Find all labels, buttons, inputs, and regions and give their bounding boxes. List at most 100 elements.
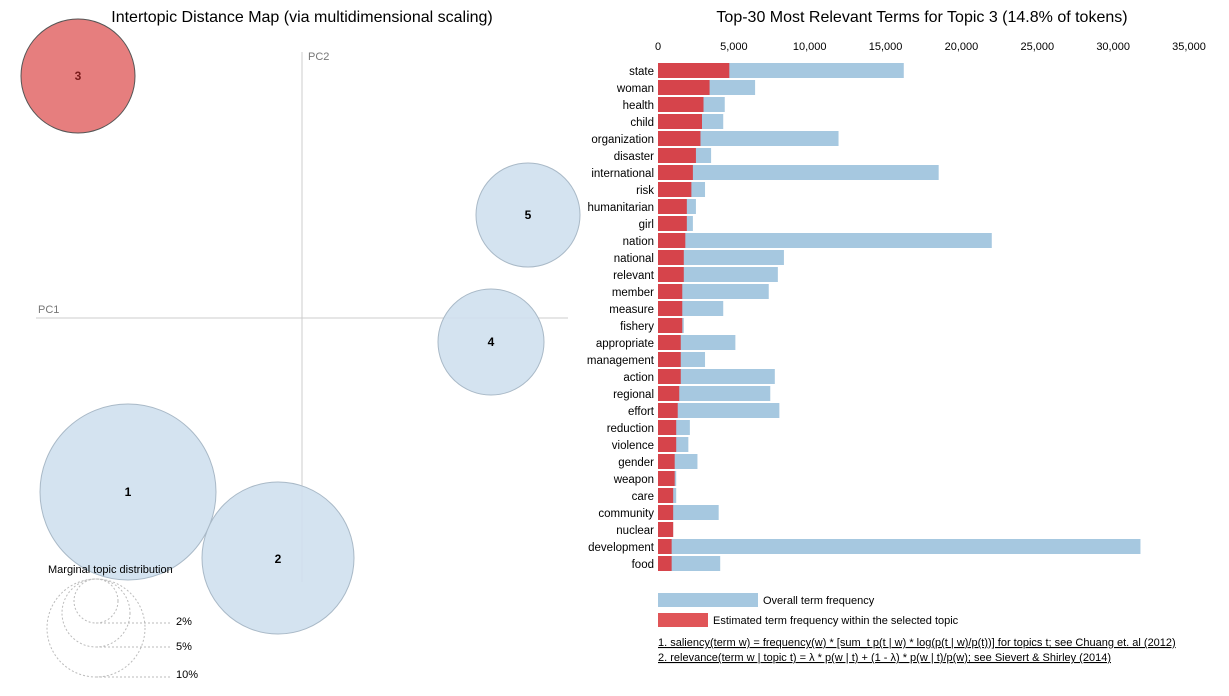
topic-frequency-bar <box>658 403 678 418</box>
topic-bubble[interactable] <box>39 403 217 581</box>
term-label[interactable]: woman <box>616 83 654 95</box>
topic-frequency-bar <box>658 352 681 367</box>
term-label[interactable]: management <box>587 355 655 367</box>
term-label[interactable]: relevant <box>613 270 655 282</box>
topic-frequency-bar <box>658 182 692 197</box>
topic-frequency-bar <box>658 556 672 571</box>
topic-frequency-bar <box>658 199 687 214</box>
saliency-note-link[interactable]: 1. saliency(term w) = frequency(w) * [su… <box>658 637 1176 649</box>
topic-frequency-bar <box>658 233 686 248</box>
topic-frequency-bar <box>658 284 683 299</box>
topic-frequency-bar <box>658 63 730 78</box>
topic-circle-5[interactable]: 5 <box>475 162 581 268</box>
topic-circle-4[interactable]: 4 <box>437 288 545 396</box>
topic-label: 5 <box>525 208 532 222</box>
term-label[interactable]: food <box>632 559 654 571</box>
topic-frequency-bar <box>658 335 681 350</box>
term-label[interactable]: development <box>588 542 655 554</box>
topic-frequency-bar <box>658 165 693 180</box>
term-label[interactable]: national <box>614 253 654 265</box>
x-tick-label: 20,000 <box>945 41 979 53</box>
x-tick-label: 35,000 <box>1172 41 1206 53</box>
topic-frequency-bar <box>658 250 684 265</box>
relevant-terms-title: Top-30 Most Relevant Terms for Topic 3 (… <box>716 9 1127 26</box>
overall-frequency-bar <box>658 267 778 282</box>
topic-frequency-bar <box>658 148 696 163</box>
x-tick-label: 25,000 <box>1020 41 1054 53</box>
term-label[interactable]: humanitarian <box>588 202 654 214</box>
relevant-terms-bar-chart: 0 5,000 10,000 15,000 20,000 25,000 30,000 35,0… <box>587 41 1206 571</box>
term-label[interactable]: risk <box>636 185 654 197</box>
overall-frequency-bar <box>658 165 939 180</box>
marginal-distribution-legend <box>46 578 172 678</box>
topic-frequency-bar <box>658 216 687 231</box>
topic-frequency-bar <box>658 522 674 537</box>
topic-bubble-selected[interactable] <box>20 18 136 134</box>
topic-frequency-bar <box>658 131 701 146</box>
relevance-note-link[interactable]: 2. relevance(term w | topic t) = λ * p(w… <box>658 652 1111 664</box>
term-label[interactable]: reduction <box>607 423 654 435</box>
topic-bubble[interactable] <box>437 288 545 396</box>
term-label[interactable]: effort <box>628 406 655 418</box>
topic-frequency-bar <box>658 471 675 486</box>
term-label[interactable]: care <box>632 491 654 503</box>
term-label[interactable]: violence <box>612 440 654 452</box>
topic-bubble[interactable] <box>201 481 355 635</box>
topic-label: 4 <box>488 335 495 349</box>
legend-swatch-overall <box>658 593 758 607</box>
marginal-circle-5pct <box>61 578 131 648</box>
topic-frequency-bar <box>658 488 674 503</box>
topic-circle-3[interactable]: 3 <box>20 18 136 134</box>
intertopic-map-title: Intertopic Distance Map (via multidimens… <box>111 9 493 26</box>
overall-frequency-bar <box>658 369 775 384</box>
marginal-circle-2pct <box>73 578 119 624</box>
topic-frequency-bar <box>658 454 675 469</box>
term-label[interactable]: appropriate <box>596 338 654 350</box>
marginal-circle-10pct <box>46 578 146 678</box>
term-label[interactable]: organization <box>591 134 654 146</box>
topic-frequency-bar <box>658 386 680 401</box>
term-label[interactable]: weapon <box>613 474 654 486</box>
term-label[interactable]: disaster <box>614 151 654 163</box>
overall-frequency-bar <box>658 556 721 571</box>
topic-bubble[interactable] <box>475 162 581 268</box>
term-label[interactable]: nuclear <box>616 525 654 537</box>
term-label[interactable]: international <box>591 168 654 180</box>
topic-circle-1[interactable]: 1 <box>39 403 217 581</box>
pc1-label: PC1 <box>38 304 59 316</box>
term-label[interactable]: fishery <box>620 321 654 333</box>
term-label[interactable]: member <box>612 287 654 299</box>
topic-frequency-bar <box>658 420 677 435</box>
overall-frequency-bar <box>658 250 784 265</box>
topic-circle-2[interactable]: 2 <box>201 481 355 635</box>
x-tick-label: 0 <box>655 41 661 53</box>
legend-swatch-estimated <box>658 613 708 627</box>
term-label[interactable]: community <box>598 508 654 520</box>
overall-frequency-bar <box>658 233 992 248</box>
marginal-distribution-title: Marginal topic distribution <box>48 564 173 576</box>
term-label[interactable]: action <box>623 372 654 384</box>
term-label[interactable]: health <box>623 100 654 112</box>
term-label[interactable]: regional <box>613 389 654 401</box>
legend-label-estimated: Estimated term frequency within the sele… <box>713 615 959 627</box>
term-label[interactable]: gender <box>618 457 654 469</box>
topic-label: 3 <box>75 69 82 83</box>
marginal-label-10pct: 10% <box>176 669 198 681</box>
topic-frequency-bar <box>658 437 677 452</box>
term-label[interactable]: nation <box>623 236 654 248</box>
x-tick-label: 10,000 <box>793 41 827 53</box>
overall-frequency-bar <box>658 403 780 418</box>
pc2-label: PC2 <box>308 51 329 63</box>
term-label[interactable]: state <box>629 66 654 78</box>
term-label[interactable]: girl <box>639 219 654 231</box>
term-label[interactable]: child <box>630 117 654 129</box>
overall-frequency-bar <box>658 284 769 299</box>
overall-frequency-bar <box>658 131 839 146</box>
topic-frequency-bar <box>658 505 674 520</box>
marginal-label-2pct: 2% <box>176 616 192 628</box>
overall-frequency-bar <box>658 539 1141 554</box>
term-label[interactable]: measure <box>609 304 654 316</box>
topic-frequency-bar <box>658 539 672 554</box>
x-tick-label: 5,000 <box>720 41 748 53</box>
